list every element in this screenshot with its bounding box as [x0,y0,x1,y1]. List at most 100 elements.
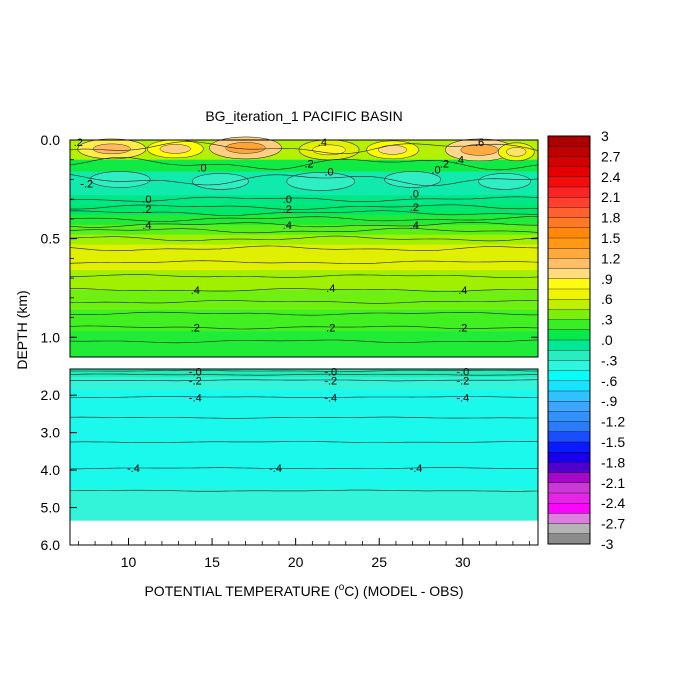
upper-panel: .2.4.6.0.2.0.2.4.0-.2.0.2.4.0.2.4.0.2.4.… [41,132,539,358]
upper-contour-line [69,196,539,203]
lower-contour-line [69,369,539,372]
upper-contour-label: -.2 [80,178,93,190]
colorbar-label: -1.8 [601,454,625,470]
lower-contour-label: -.4 [269,463,282,475]
colorbar-box [547,237,591,249]
lower-contour-line [69,467,538,470]
cool-anomaly-cell [89,171,151,188]
upper-contour-label: .4 [142,220,151,232]
colorbar-box [547,299,591,310]
colorbar-box [547,390,591,402]
lower-contour-label: -.4 [189,392,202,404]
colorbar-box [547,319,591,331]
upper-contour-label: .0 [431,165,440,177]
colorbar-label: 2.7 [601,148,621,164]
colorbar-box [547,248,591,259]
lower-contour-label: -.4 [127,463,140,475]
upper-y-tick-label: 1.0 [41,329,61,345]
upper-contour-line [70,288,538,292]
upper-contour-label: .0 [197,163,206,175]
upper-contour-line [69,311,539,316]
colorbar-box [547,268,591,280]
no-data-region [70,520,538,545]
colorbar-box [547,350,591,361]
lower-band [70,488,538,522]
upper-contour-label: .0 [324,167,333,179]
upper-contour-line [69,174,539,187]
colorbar-label: 1.5 [601,230,621,246]
x-axis: 10 15 20 25 30 [77,538,531,570]
lower-contour-line [70,416,538,419]
upper-contour-label: .2 [458,322,467,334]
lower-band [70,389,538,490]
cool-anomaly-cell [192,173,249,190]
colorbar-box [547,380,591,392]
lower-y-tick-label: 5.0 [41,500,61,516]
upper-contour-label: .6 [475,137,484,149]
colorbar-label: -1.2 [601,414,625,430]
x-tick-label: 20 [288,554,304,570]
upper-band [70,331,538,358]
colorbar-box [547,533,591,545]
lower-contour-label: -.2 [189,376,202,388]
lower-panel: -.0 -.0 -.0-.2 -.2 -.2-.4 -.4 -.4-.4 -.4 -.4 2.0… [41,367,539,570]
colorbar-box [547,482,591,494]
upper-band [70,224,538,236]
upper-contour-label: .4 [455,155,464,167]
colorbar-label: .6 [601,291,613,307]
x-axis-label-suffix: C) (MODEL - OBS) [344,583,463,599]
lower-contour-line [70,441,539,443]
upper-contour-line [69,245,539,252]
lower-contour-line [69,373,538,376]
upper-contour-label: .2 [142,204,151,216]
colorbar-box [547,156,591,168]
colorbar-box [547,227,591,239]
lower-y-tick-label: 3.0 [41,425,61,441]
colorbar-box [547,339,591,351]
colorbar-box [547,370,591,382]
lower-band [70,369,538,378]
upper-contour-label: .2 [191,322,200,334]
lower-contour-label: -.4 [456,392,469,404]
upper-contour-label: .0 [410,188,419,200]
lower-y-tick-label: 4.0 [41,462,61,478]
upper-contour-label: .4 [326,283,335,295]
colorbar-label: -.6 [601,373,618,389]
lower-y-tick-label: 6.0 [41,537,61,553]
upper-band [70,309,538,332]
colorbar-box [547,401,591,412]
x-tick-label: 10 [121,554,137,570]
upper-y-axis: 0.0 0.5 1.0 [41,132,538,358]
warm-anomaly-core [312,144,346,156]
colorbar-box [547,176,591,188]
colorbar-label: -2.7 [601,516,625,532]
colorbar-box [547,329,591,341]
colorbar-label: -2.1 [601,475,625,491]
x-axis-label-degree: o [339,582,345,593]
upper-contour-lines [69,141,539,344]
lower-contour-label: -.0 [189,367,202,379]
colorbar-label: .9 [601,271,613,287]
colorbar-label: -1.5 [601,434,625,450]
colorbar-label: 2.4 [601,169,621,185]
upper-contour-line [69,216,539,222]
colorbar-box [547,513,591,525]
upper-contour-label: .2 [410,202,419,214]
upper-contour-line [69,210,538,216]
lower-contour-label: -.4 [324,392,337,404]
colorbar-box [547,166,591,178]
colorbar-label: -.3 [601,352,618,368]
lower-contour-label: -.0 [456,367,469,379]
colorbar-box [547,360,591,372]
colorbar-box [547,431,591,443]
colorbar: 3 2.7 2.4 2.1 1.8 1.5 1.2 .9 .6 .3 .0 -.3 -.6 -.9 -1.2… [547,128,625,552]
colorbar-box [547,452,591,463]
colorbar-label: -.9 [601,393,618,409]
upper-contour-line [69,235,539,242]
lower-contour-line [69,379,539,382]
upper-contour-label: .2 [440,159,449,171]
warm-anomaly-core [92,143,131,155]
upper-contour-label: .2 [326,322,335,334]
upper-band [70,244,538,271]
upper-contour-line [69,260,539,264]
